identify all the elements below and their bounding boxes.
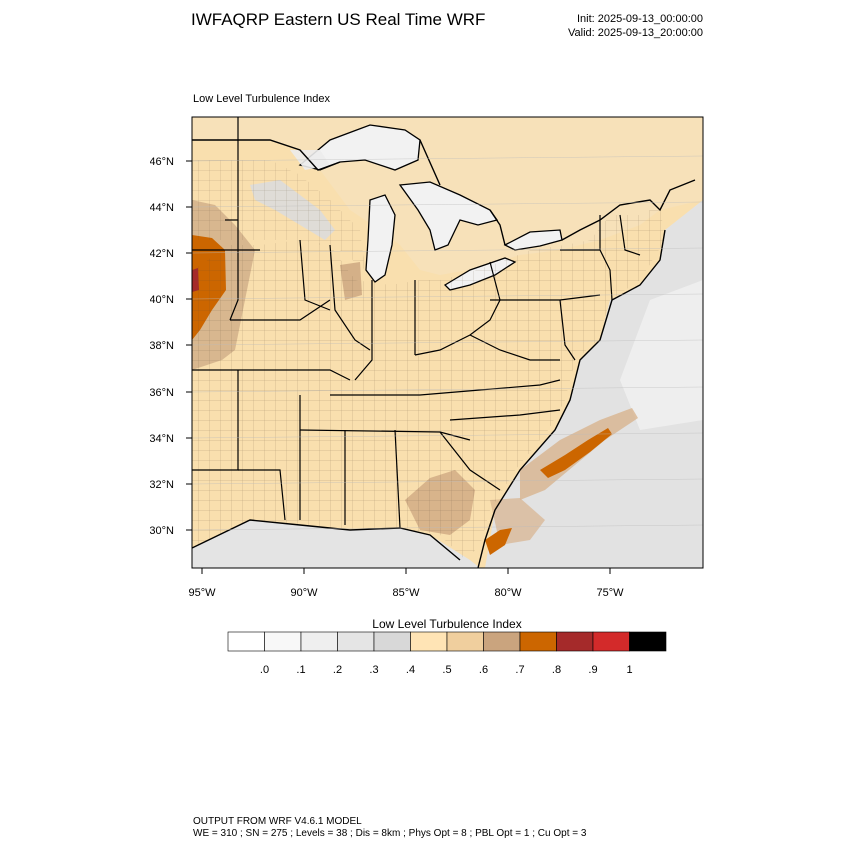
gulf-coastline [192,519,461,561]
colorbar-box [227,631,265,652]
map-content [192,117,703,568]
lat-axis: 46°N 44°N 42°N 40°N 38°N 36°N 34°N 32°N … [150,156,192,537]
footer-model-info: OUTPUT FROM WRF V4.6.1 MODEL [193,816,362,827]
lat-label: 42°N [150,248,174,260]
map-subtitle: Low Level Turbulence Index [193,93,330,105]
orange-area-coast-2 [485,528,512,555]
lake-huron [398,181,499,251]
canada-us-border [192,139,696,246]
colorbar-label: .7 [515,664,524,676]
lat-label: 36°N [150,387,174,399]
colorbar-title: Low Level Turbulence Index [372,617,522,631]
lon-axis: 95°W 90°W 85°W 80°W 75°W [188,568,624,599]
lat-label: 30°N [150,525,174,537]
colorbar-box [446,631,484,652]
lon-label: 95°W [188,587,216,599]
colorbar-box [264,631,302,652]
init-time: Init: 2025-09-13_00:00:00 [577,13,703,25]
county-grid-north [192,160,365,270]
colorbar-label: .5 [442,664,451,676]
colorbar-boxes [227,631,667,652]
lon-label: 85°W [392,587,420,599]
colorbar-box [592,631,630,652]
colorbar-box [410,631,448,652]
graticule [192,155,703,531]
colorbar-label: .2 [333,664,342,676]
colorbar-label: 1 [626,664,632,676]
lat-label: 44°N [150,202,174,214]
colorbar-label: .0 [260,664,269,676]
colorbar-label: .1 [296,664,305,676]
lon-label: 90°W [290,587,318,599]
state-borders [192,117,641,529]
colorbar-box [629,631,667,652]
valid-time: Valid: 2025-09-13_20:00:00 [568,27,703,39]
colorbar: .0 .1 .2 .3 .4 .5 .6 .7 .8 .9 1 [227,631,667,676]
colorbar-label: .4 [406,664,415,676]
lat-label: 38°N [150,340,174,352]
colorbar-label: .6 [479,664,488,676]
colorbar-label: .9 [588,664,597,676]
colorbar-box [300,631,338,652]
colorbar-labels: .0 .1 .2 .3 .4 .5 .6 .7 .8 .9 1 [260,664,633,676]
colorbar-box [556,631,594,652]
lat-label: 40°N [150,294,174,306]
lon-label: 80°W [494,587,522,599]
colorbar-box [519,631,557,652]
lat-label: 46°N [150,156,174,168]
lat-label: 34°N [150,433,174,445]
gulf-of-mexico [192,520,480,568]
colorbar-box [483,631,521,652]
orange-area-coast [540,428,612,478]
colorbar-box [337,631,375,652]
colorbar-label: .8 [552,664,561,676]
colorbar-label: .3 [369,664,378,676]
page-title: IWFAQRP Eastern US Real Time WRF [191,10,486,29]
east-coastline [477,229,666,568]
county-grid [192,205,665,560]
turbulence-map: 46°N 44°N 42°N 40°N 38°N 36°N 34°N 32°N … [150,116,704,599]
ocean-lighter [620,280,703,430]
footer-run-config: WE = 310 ; SN = 275 ; Levels = 38 ; Dis … [193,828,587,839]
colorbar-box [373,631,411,652]
map-frame [191,116,704,569]
lat-label: 32°N [150,479,174,491]
lake-michigan [365,194,396,283]
lon-label: 75°W [596,587,624,599]
